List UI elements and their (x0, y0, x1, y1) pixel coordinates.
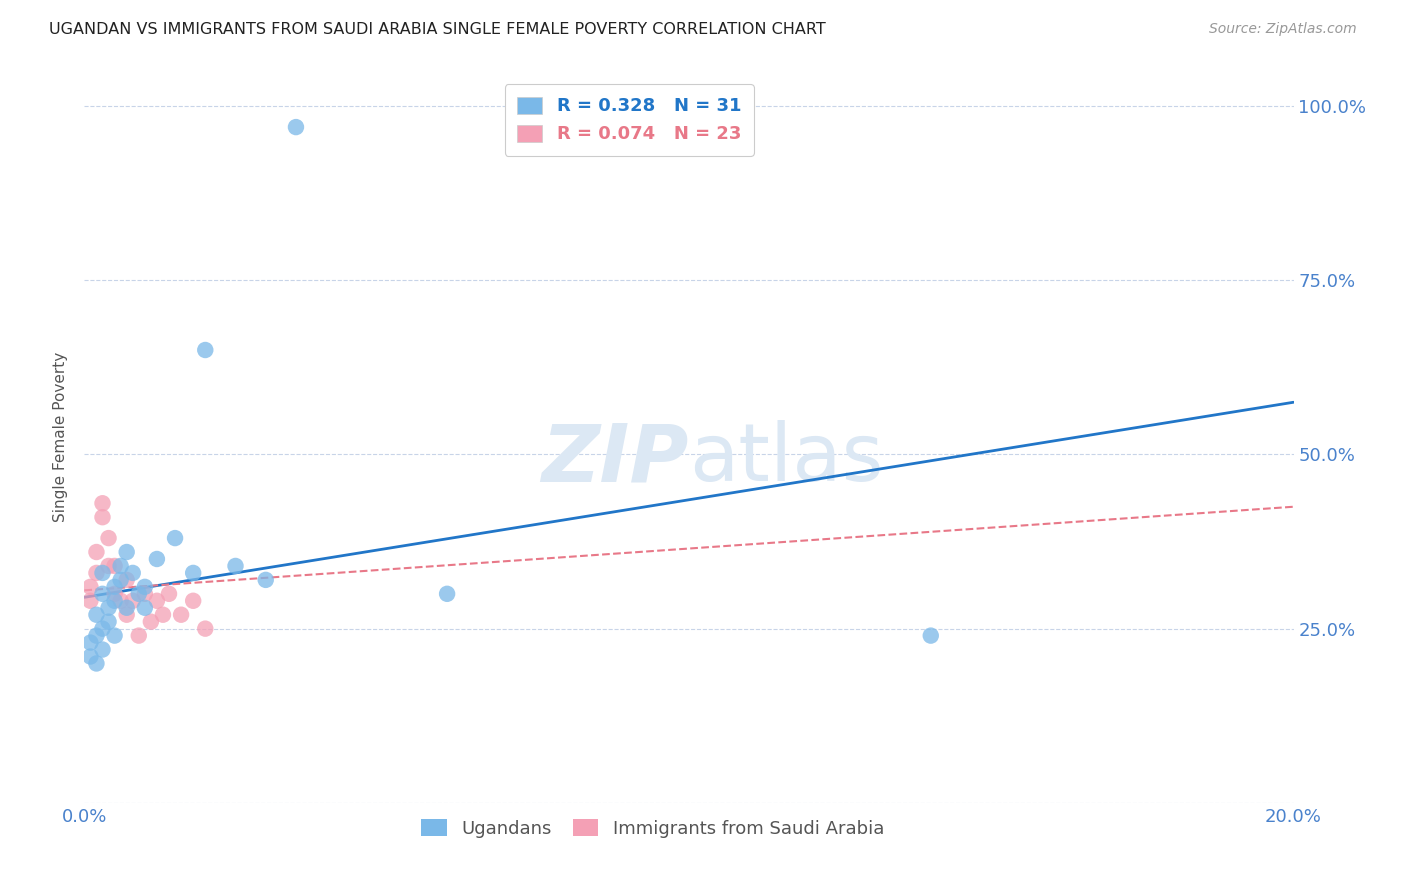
Point (104, 594, 127, 608)
Point (86, 629, 108, 643)
Point (157, 587, 180, 601)
Point (91, 510, 114, 524)
Point (436, 587, 458, 601)
Point (91, 566, 114, 580)
Y-axis label: Single Female Poverty: Single Female Poverty (53, 352, 69, 522)
Point (110, 558, 132, 573)
Point (121, 594, 143, 608)
Point (97, 558, 120, 573)
Legend: Ugandans, Immigrants from Saudi Arabia: Ugandans, Immigrants from Saudi Arabia (413, 812, 891, 845)
Point (86, 566, 108, 580)
Point (194, 622, 217, 636)
Point (104, 580, 127, 594)
Point (104, 558, 127, 573)
Text: atlas: atlas (689, 420, 883, 498)
Point (115, 545, 138, 559)
Text: Source: ZipAtlas.com: Source: ZipAtlas.com (1209, 22, 1357, 37)
Point (110, 573, 132, 587)
Point (115, 600, 138, 615)
Point (91, 642, 114, 657)
Point (86, 607, 108, 622)
Point (79, 580, 101, 594)
Point (79, 594, 101, 608)
Text: ZIP: ZIP (541, 420, 689, 498)
Point (225, 558, 247, 573)
Point (79, 635, 101, 649)
Point (254, 573, 277, 587)
Point (152, 607, 174, 622)
Point (104, 629, 127, 643)
Point (181, 594, 204, 608)
Text: UGANDAN VS IMMIGRANTS FROM SAUDI ARABIA SINGLE FEMALE POVERTY CORRELATION CHART: UGANDAN VS IMMIGRANTS FROM SAUDI ARABIA … (49, 22, 825, 37)
Point (920, 629, 942, 643)
Point (97, 531, 120, 545)
Point (86, 657, 108, 671)
Point (194, 343, 217, 357)
Point (181, 566, 204, 580)
Point (134, 580, 156, 594)
Point (91, 587, 114, 601)
Point (110, 594, 132, 608)
Point (165, 531, 187, 545)
Point (86, 545, 108, 559)
Point (91, 496, 114, 510)
Point (139, 615, 162, 629)
Point (285, 120, 308, 134)
Point (170, 607, 193, 622)
Point (115, 607, 138, 622)
Point (97, 600, 120, 615)
Point (146, 552, 169, 566)
Point (134, 600, 156, 615)
Point (128, 587, 150, 601)
Point (134, 587, 156, 601)
Point (115, 573, 138, 587)
Point (91, 622, 114, 636)
Point (104, 587, 127, 601)
Point (97, 615, 120, 629)
Point (79, 649, 101, 664)
Point (121, 566, 143, 580)
Point (146, 594, 169, 608)
Point (128, 629, 150, 643)
